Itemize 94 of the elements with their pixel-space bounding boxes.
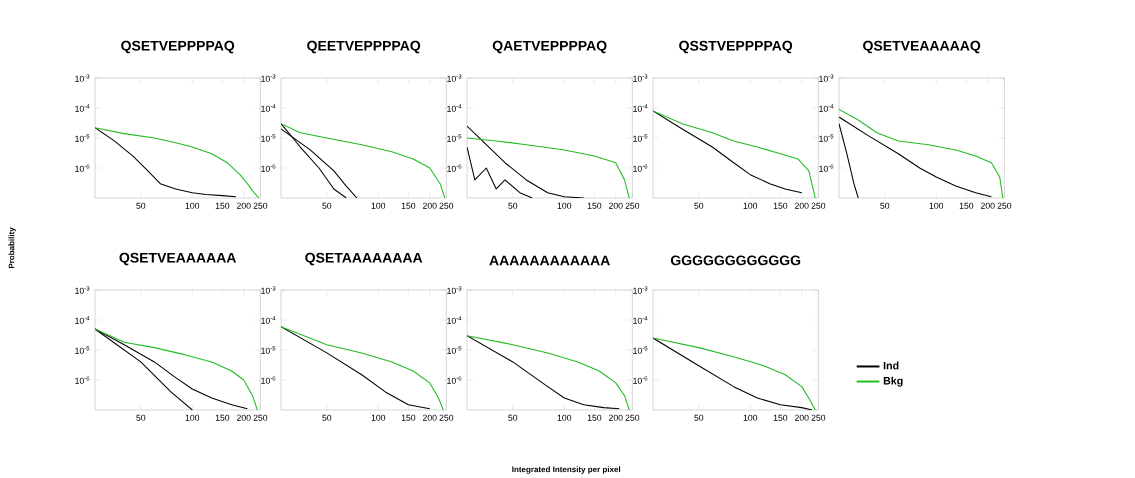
x-tick-label: 150 <box>215 414 230 421</box>
y-tick-label: 10$^{-4}$ <box>819 104 834 112</box>
chart-title: QSETVEPPPPAQ <box>121 40 235 54</box>
y-tick-label: 10$^{-5}$ <box>819 134 834 142</box>
x-tick-label: 200 <box>236 202 251 209</box>
x-tick-label: 200 <box>236 414 251 421</box>
y-tick-label: 10$^{-6}$ <box>75 164 90 172</box>
y-tick-label: 10$^{-6}$ <box>261 376 276 384</box>
x-tick-label: 100 <box>743 414 758 421</box>
x-tick-label: 200 <box>608 202 623 209</box>
y-tick-label: 10$^{-6}$ <box>447 376 462 384</box>
x-tick-label: 200 <box>980 202 995 209</box>
y-tick-label: 10$^{-5}$ <box>75 346 90 354</box>
y-tick-label: 10$^{-5}$ <box>447 134 462 142</box>
y-tick-label: 10$^{-6}$ <box>633 376 648 384</box>
x-tick-label: 150 <box>773 202 788 209</box>
x-tick-label: 250 <box>811 414 826 421</box>
chart-title: QSSTVEPPPPAQ <box>679 40 793 54</box>
x-tick-label: 50 <box>508 202 518 209</box>
x-tick-label: 250 <box>811 202 826 209</box>
chart-title: QEETVEPPPPAQ <box>307 40 421 54</box>
x-tick-label: 100 <box>185 202 200 209</box>
y-tick-label: 10$^{-3}$ <box>447 286 462 294</box>
x-tick-label: 250 <box>625 414 640 421</box>
y-tick-label: 10$^{-3}$ <box>261 74 276 82</box>
x-tick-label: 200 <box>794 414 809 421</box>
y-tick-label: 10$^{-3}$ <box>75 286 90 294</box>
x-tick-label: 150 <box>773 414 788 421</box>
y-tick-label: 10$^{-6}$ <box>633 164 648 172</box>
y-tick-label: 10$^{-4}$ <box>261 316 276 324</box>
x-tick-label: 200 <box>422 202 437 209</box>
x-tick-label: 100 <box>557 202 572 209</box>
y-tick-label: 10$^{-4}$ <box>447 104 462 112</box>
x-tick-label: 50 <box>322 202 332 209</box>
legend-label: Ind <box>883 361 899 370</box>
x-tick-label: 150 <box>587 202 602 209</box>
y-tick-label: 10$^{-5}$ <box>447 346 462 354</box>
x-tick-label: 100 <box>557 414 572 421</box>
x-tick-label: 150 <box>959 202 974 209</box>
x-tick-label: 50 <box>322 414 332 421</box>
x-tick-label: 150 <box>401 414 416 421</box>
y-tick-label: 10$^{-5}$ <box>261 346 276 354</box>
x-tick-label: 250 <box>625 202 640 209</box>
x-axis-title: Integrated Intensity per pixel <box>512 466 621 474</box>
y-tick-label: 10$^{-5}$ <box>75 134 90 142</box>
y-tick-label: 10$^{-3}$ <box>819 74 834 82</box>
x-tick-label: 100 <box>371 202 386 209</box>
y-axis-title: Probability <box>8 227 16 269</box>
x-tick-label: 150 <box>587 414 602 421</box>
legend-label: Bkg <box>883 376 903 387</box>
x-tick-label: 250 <box>997 202 1012 209</box>
chart-title: QSETAAAAAAAA <box>305 252 423 266</box>
y-tick-label: 10$^{-4}$ <box>261 104 276 112</box>
chart-title: QAETVEPPPPAQ <box>492 40 607 54</box>
x-tick-label: 200 <box>422 414 437 421</box>
y-tick-label: 10$^{-3}$ <box>75 74 90 82</box>
x-tick-label: 200 <box>608 414 623 421</box>
y-tick-label: 10$^{-3}$ <box>447 74 462 82</box>
chart-title: AAAAAAAAAAAA <box>489 255 610 266</box>
y-tick-label: 10$^{-5}$ <box>633 134 648 142</box>
chart-title: QSETVEAAAAAQ <box>863 40 981 54</box>
y-tick-label: 10$^{-6}$ <box>261 164 276 172</box>
y-tick-label: 10$^{-4}$ <box>75 316 90 324</box>
x-tick-label: 100 <box>185 414 200 421</box>
x-tick-label: 150 <box>215 202 230 209</box>
x-tick-label: 250 <box>439 202 454 209</box>
x-tick-label: 50 <box>880 202 890 209</box>
y-tick-label: 10$^{-6}$ <box>447 164 462 172</box>
y-tick-label: 10$^{-3}$ <box>261 286 276 294</box>
y-tick-label: 10$^{-3}$ <box>633 74 648 82</box>
x-tick-label: 150 <box>401 202 416 209</box>
y-tick-label: 10$^{-4}$ <box>447 316 462 324</box>
x-tick-label: 100 <box>929 202 944 209</box>
y-tick-label: 10$^{-5}$ <box>633 346 648 354</box>
x-tick-label: 100 <box>371 414 386 421</box>
y-tick-label: 10$^{-3}$ <box>633 286 648 294</box>
y-tick-label: 10$^{-5}$ <box>261 134 276 142</box>
x-tick-label: 50 <box>136 414 146 421</box>
y-tick-label: 10$^{-4}$ <box>75 104 90 112</box>
y-tick-label: 10$^{-6}$ <box>819 164 834 172</box>
x-tick-label: 200 <box>794 202 809 209</box>
x-tick-label: 50 <box>694 414 704 421</box>
y-tick-label: 10$^{-4}$ <box>633 104 648 112</box>
x-tick-label: 50 <box>694 202 704 209</box>
x-tick-label: 250 <box>253 414 268 421</box>
chart-title: QSETVEAAAAAA <box>119 252 237 266</box>
x-tick-label: 250 <box>439 414 454 421</box>
x-tick-label: 100 <box>743 202 758 209</box>
chart-title: GGGGGGGGGGGG <box>670 255 801 266</box>
y-tick-label: 10$^{-4}$ <box>633 316 648 324</box>
x-tick-label: 50 <box>508 414 518 421</box>
x-tick-label: 250 <box>253 202 268 209</box>
x-tick-label: 50 <box>136 202 146 209</box>
y-tick-label: 10$^{-6}$ <box>75 376 90 384</box>
